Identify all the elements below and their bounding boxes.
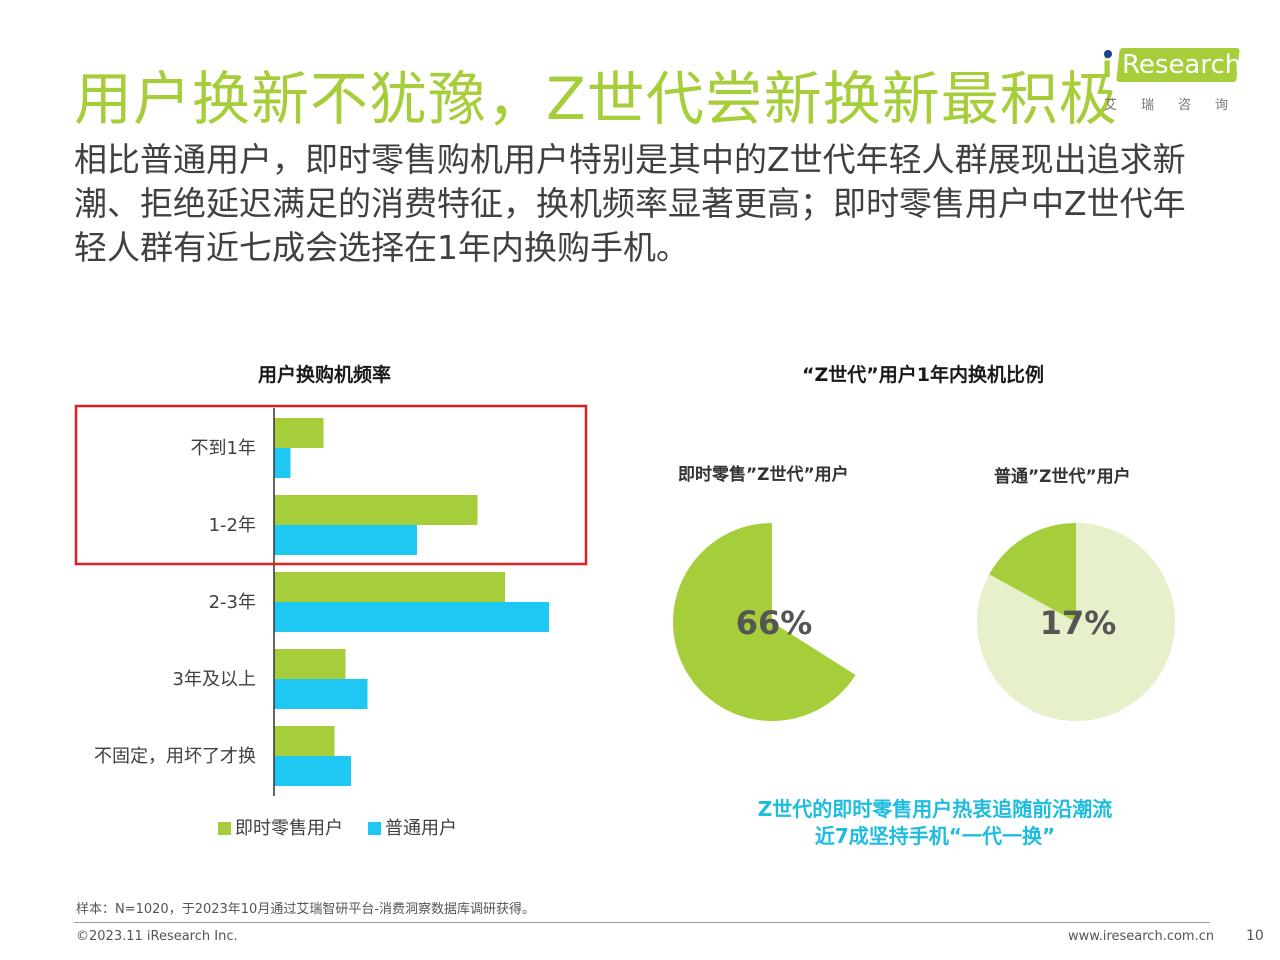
pie-value-label-1: 17% <box>1040 604 1117 642</box>
logo-i: i <box>1102 50 1113 85</box>
legend-swatch-normal <box>368 822 381 835</box>
copyright: ©2023.11 iResearch Inc. <box>76 929 238 944</box>
bar-instant-2 <box>274 572 505 602</box>
page-number: 10 <box>1246 928 1264 944</box>
bar-normal-0 <box>274 448 291 478</box>
page-title: 用户换新不犹豫，Z世代尝新换新最积极 <box>74 65 1118 133</box>
logo-wordmark: Research <box>1122 50 1242 80</box>
bar-normal-1 <box>274 525 417 555</box>
legend-label-normal: 普通用户 <box>385 818 457 839</box>
sample-note: 样本：N=1020，于2023年10月通过艾瑞智研平台-消费洞察数据库调研获得。 <box>76 902 536 917</box>
iresearch-logo: i Research 艾瑞咨询 <box>1100 42 1250 114</box>
logo-dot <box>1104 50 1112 58</box>
bar-chart-title: 用户换购机频率 <box>258 364 392 386</box>
pie-section-title: “Z世代”用户1年内换机比例 <box>802 364 1044 386</box>
footer-divider <box>74 922 1210 923</box>
bar-normal-3 <box>274 679 368 709</box>
logo-chinese-name: 艾瑞咨询 <box>1104 98 1253 113</box>
highlight-box <box>74 404 588 566</box>
bar-normal-4 <box>274 756 351 786</box>
insight-note-line-1: Z世代的即时零售用户热衷追随前沿潮流 <box>757 797 1113 821</box>
page-subtitle: 相比普通用户，即时零售购机用户特别是其中的Z世代年轻人群展现出追求新潮、拒绝延迟… <box>74 140 1186 267</box>
category-label-4: 不固定，用坏了才换 <box>94 746 256 767</box>
insight-note-line-2: 近7成坚持手机“一代一换” <box>814 824 1056 848</box>
bar-instant-4 <box>274 726 335 756</box>
pie-label-normal: 普通”Z世代”用户 <box>994 467 1131 487</box>
category-label-1: 1-2年 <box>209 515 256 536</box>
bar-instant-1 <box>274 495 478 525</box>
legend-label-instant: 即时零售用户 <box>235 818 343 839</box>
bar-instant-0 <box>274 418 324 448</box>
category-label-0: 不到1年 <box>191 438 256 459</box>
category-label-3: 3年及以上 <box>173 669 256 690</box>
pie-value-label-0: 66% <box>736 604 813 642</box>
bar-normal-2 <box>274 602 549 632</box>
pie-label-instant: 即时零售”Z世代”用户 <box>678 465 849 485</box>
insight-note: Z世代的即时零售用户热衷追随前沿潮流 近7成坚持手机“一代一换” <box>730 796 1140 850</box>
pie-slice-1 <box>989 523 1076 622</box>
pie-slice-0 <box>673 523 856 722</box>
website-url: www.iresearch.com.cn <box>1068 929 1215 944</box>
legend-swatch-instant <box>218 822 231 835</box>
bar-instant-3 <box>274 649 346 679</box>
category-label-2: 2-3年 <box>209 592 256 613</box>
